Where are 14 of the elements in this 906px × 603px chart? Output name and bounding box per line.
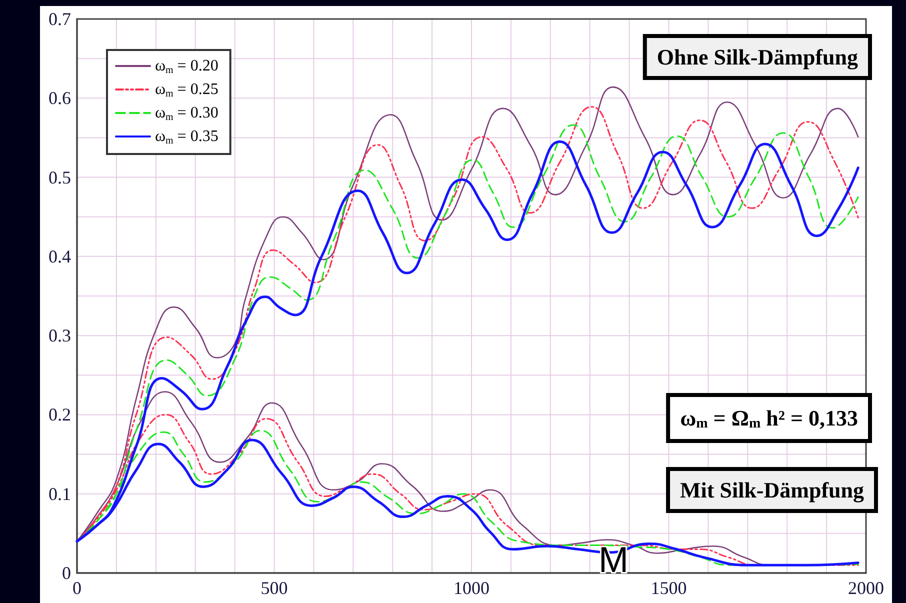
x-tick-label: 2000: [848, 578, 884, 598]
y-tick-label: 0.6: [48, 88, 71, 108]
x-tick-label: 1000: [454, 578, 490, 598]
annotation: Ohne Silk-Dämpfung: [656, 44, 858, 70]
annotation: Mit Silk-Dämpfung: [680, 478, 864, 502]
y-tick-label: 0.7: [48, 9, 71, 29]
y-tick-label: 0.1: [48, 484, 71, 504]
x-tick-label: 1500: [650, 578, 687, 598]
y-tick-label: 0.4: [48, 246, 71, 266]
y-tick-label: 0.2: [48, 404, 71, 425]
x-tick-label: 500: [260, 578, 288, 598]
y-tick-label: 0.3: [48, 326, 71, 346]
y-tick-label: 0: [62, 563, 71, 583]
y-tick-label: 0.5: [48, 167, 71, 188]
